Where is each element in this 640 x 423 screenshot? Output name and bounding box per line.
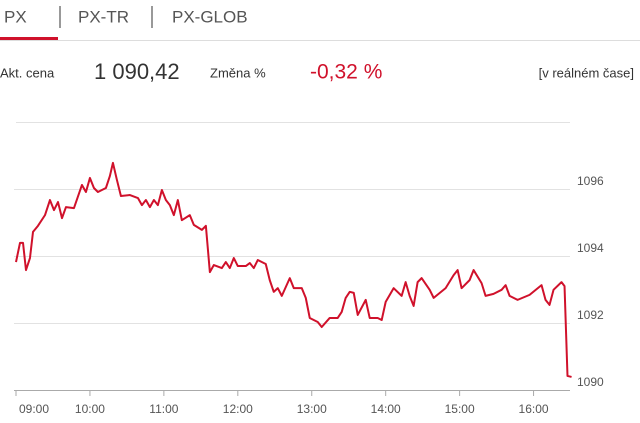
- realtime-note: [v reálném čase]: [539, 65, 634, 80]
- price-line: [15, 161, 572, 378]
- change: -0,32 %: [310, 61, 382, 84]
- y-tick-label: 1096: [577, 174, 604, 188]
- active-tab-indicator: [0, 37, 58, 40]
- y-tick-label: 1092: [577, 308, 604, 322]
- price-label: Akt. cena: [0, 65, 55, 80]
- y-tick-label: 1090: [577, 375, 604, 389]
- x-tick-label: 15:00: [445, 402, 475, 416]
- x-tick-label: 16:00: [519, 402, 549, 416]
- tab[interactable]: PX-TR: [78, 7, 129, 26]
- x-tick-label: 14:00: [371, 402, 401, 416]
- price: 1 090,42: [94, 59, 180, 84]
- x-tick-label: 12:00: [223, 402, 253, 416]
- x-tick-label: 10:00: [75, 402, 105, 416]
- y-tick-label: 1094: [577, 241, 604, 255]
- x-tick-label: 11:00: [149, 402, 178, 416]
- change-label: Změna %: [210, 65, 266, 80]
- tab[interactable]: PX-GLOB: [172, 7, 248, 26]
- x-tick-label: 09:00: [19, 402, 49, 416]
- x-tick-label: 13:00: [297, 402, 327, 416]
- tab[interactable]: PX: [4, 7, 27, 26]
